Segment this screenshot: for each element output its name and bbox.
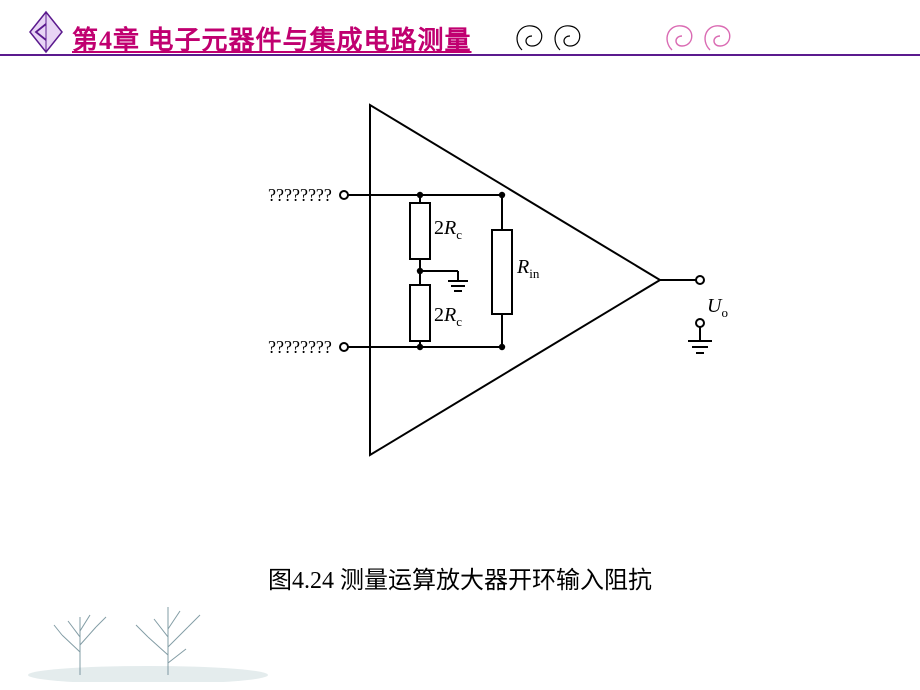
chapter-title[interactable]: 第4章 电子元器件与集成电路测量 <box>72 20 472 57</box>
nav-diamond-icon[interactable] <box>28 10 64 54</box>
footer-decoration-trees <box>18 597 278 682</box>
decorative-curl-icon <box>510 18 650 60</box>
figure-caption: 图4.24 测量运算放大器开环输入阻抗 <box>0 560 920 595</box>
decorative-curl-icon <box>660 18 800 60</box>
circuit-diagram <box>240 85 740 485</box>
page-header: 第4章 电子元器件与集成电路测量 <box>0 8 920 56</box>
